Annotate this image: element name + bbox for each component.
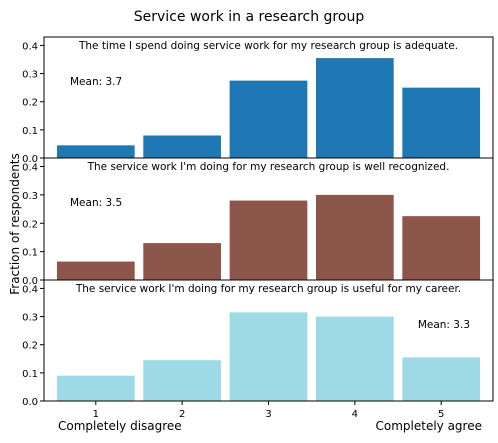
- mean-label: Mean: 3.7: [70, 76, 122, 88]
- y-tick-label: 0.3: [22, 313, 38, 324]
- y-tick-label: 0.0: [22, 276, 38, 287]
- y-tick-label: 0.1: [22, 126, 38, 137]
- y-tick-label: 0.0: [22, 397, 38, 408]
- y-tick-label: 0.3: [22, 191, 38, 202]
- panel-title: The service work I'm doing for my resear…: [75, 283, 461, 295]
- bar-panel1-2: [143, 135, 222, 158]
- y-tick-label: 0.4: [22, 41, 38, 52]
- y-tick-label: 0.2: [22, 341, 38, 352]
- x-tick-label: 1: [93, 409, 99, 420]
- bar-panel2-1: [56, 261, 135, 280]
- panel-title: The time I spend doing service work for …: [78, 40, 458, 52]
- panel-1: 0.0 0.1 0.2 0.3 0.4 The time I spend doing se…: [22, 36, 494, 165]
- chart-panels: 0.0 0.1 0.2 0.3 0.4 The time I spend doing se…: [22, 36, 494, 420]
- bar-panel1-5: [402, 87, 481, 158]
- panel-3: 0.0 0.1 0.2 0.3 0.4 The service work I'm doin…: [22, 279, 494, 408]
- bar-panel1-3: [229, 80, 308, 158]
- x-tick-label: 3: [265, 409, 271, 420]
- x-tick-label: 5: [438, 409, 444, 420]
- bar-panel3-3: [229, 312, 308, 401]
- x-axis-end-label-right: Completely agree: [376, 419, 483, 433]
- bar-panel2-5: [402, 216, 481, 280]
- y-tick-label: 0.4: [22, 284, 38, 295]
- y-tick-label: 0.1: [22, 248, 38, 259]
- panel-2: 0.0 0.1 0.2 0.3 0.4 The service work I'm doin…: [22, 157, 494, 287]
- bar-panel1-4: [315, 58, 394, 158]
- x-axis-end-label-left: Completely disagree: [58, 419, 182, 433]
- bar-panel3-2: [143, 360, 222, 401]
- bar-panel3-4: [315, 316, 394, 401]
- y-axis-label: Fraction of respondents: [8, 153, 22, 295]
- x-tick-label: 2: [179, 409, 185, 420]
- y-tick-label: 0.1: [22, 369, 38, 380]
- bar-panel1-1: [56, 145, 135, 158]
- bar-panel2-2: [143, 243, 222, 280]
- y-tick-label: 0.0: [22, 154, 38, 165]
- y-tick-label: 0.2: [22, 219, 38, 230]
- mean-label: Mean: 3.5: [70, 197, 122, 209]
- y-tick-label: 0.4: [22, 163, 38, 174]
- x-tick-label: 4: [352, 409, 358, 420]
- bar-panel2-4: [315, 194, 394, 280]
- bar-panel2-3: [229, 200, 308, 280]
- bar-panel3-1: [56, 375, 135, 401]
- x-axis: 1 2 3 4 5: [93, 401, 444, 420]
- bar-panel3-5: [402, 357, 481, 401]
- mean-label: Mean: 3.3: [418, 319, 470, 331]
- y-tick-label: 0.2: [22, 98, 38, 109]
- y-tick-label: 0.3: [22, 70, 38, 81]
- chart-title: Service work in a research group: [134, 9, 365, 25]
- panel-title: The service work I'm doing for my resear…: [87, 161, 450, 173]
